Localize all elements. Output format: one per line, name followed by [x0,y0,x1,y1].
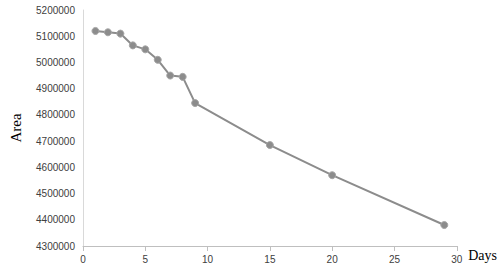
svg-text:4400000: 4400000 [36,214,75,225]
svg-text:4500000: 4500000 [36,188,75,199]
svg-text:4300000: 4300000 [36,241,75,252]
svg-text:5: 5 [143,254,149,265]
svg-text:4800000: 4800000 [36,109,75,120]
svg-text:4600000: 4600000 [36,162,75,173]
svg-text:4700000: 4700000 [36,136,75,147]
svg-text:0: 0 [80,254,86,265]
svg-text:Days: Days [468,248,497,263]
svg-text:10: 10 [202,254,214,265]
svg-text:Area: Area [8,113,24,142]
svg-text:5100000: 5100000 [36,31,75,42]
svg-text:4900000: 4900000 [36,83,75,94]
svg-text:15: 15 [264,254,276,265]
svg-text:30: 30 [451,254,463,265]
svg-text:5000000: 5000000 [36,57,75,68]
svg-text:25: 25 [389,254,401,265]
svg-text:20: 20 [327,254,339,265]
svg-text:5200000: 5200000 [36,5,75,16]
